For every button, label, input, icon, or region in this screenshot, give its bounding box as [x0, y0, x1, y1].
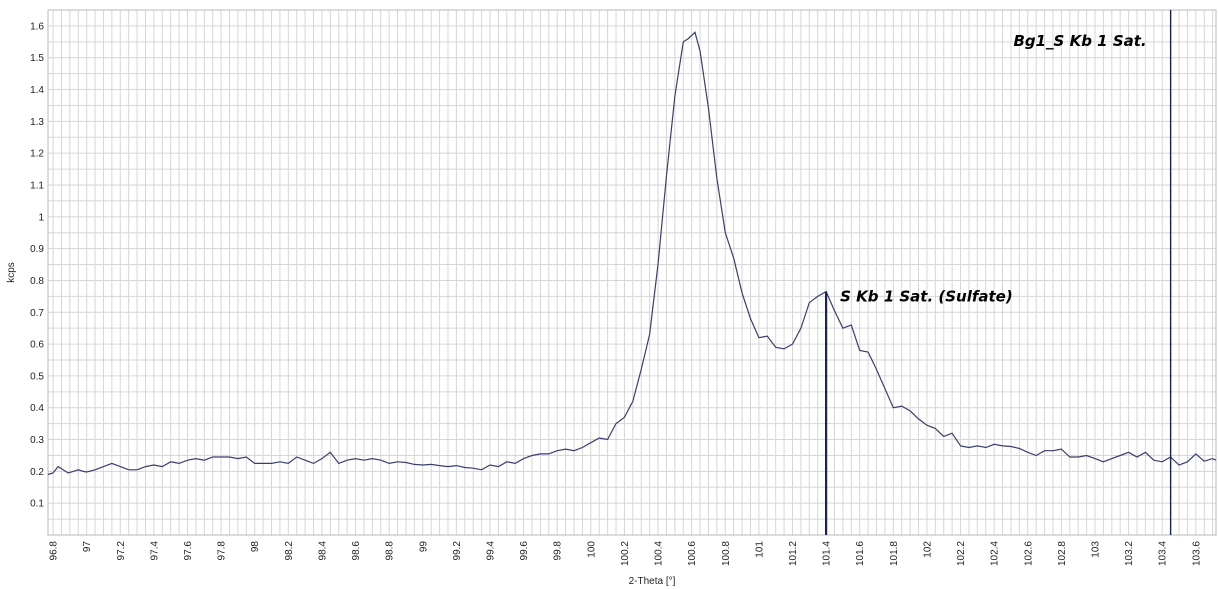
y-tick-label: 1.6: [30, 21, 44, 32]
x-tick-label: 101.4: [822, 541, 833, 566]
peak-markers: S Kb 1 Sat. (Sulfate) Bg1_S Kb 1 Sat.: [825, 10, 1172, 535]
plot-frame: [47, 9, 1217, 536]
x-axis-label: 2-Theta [°]: [629, 576, 676, 587]
x-tick-label: 97.2: [116, 541, 127, 561]
y-tick-label: 1.5: [30, 53, 44, 64]
x-tick-label: 103.6: [1191, 541, 1202, 566]
y-tick-label: 0.3: [30, 435, 44, 446]
y-axis-ticks: 0.1 0.2 0.3 0.4 0.5 0.6 0.7 0.8 0.9 1 1.1 1.2 1.3 1.4…: [30, 21, 44, 509]
peak-marker-label: S Kb 1 Sat. (Sulfate): [840, 288, 1013, 306]
x-tick-label: 97.8: [217, 541, 228, 561]
x-tick-label: 98.8: [385, 541, 396, 561]
y-tick-label: 0.6: [30, 340, 44, 351]
x-tick-label: 102.6: [1023, 541, 1034, 566]
x-tick-label: 99.2: [452, 541, 463, 561]
x-tick-label: 98.4: [317, 541, 328, 561]
x-tick-label: 98: [250, 541, 261, 553]
x-tick-label: 100.2: [620, 541, 631, 566]
x-tick-label: 102.4: [990, 541, 1001, 566]
x-tick-label: 98.6: [351, 541, 362, 561]
y-tick-label: 0.4: [30, 403, 44, 414]
x-axis-ticks: 96.8 97 97.2 97.4 97.6 97.8 98 98.2 98.4 98.6 98.8…: [49, 541, 1203, 566]
x-tick-label: 100.8: [721, 541, 732, 566]
x-tick-label: 103: [1090, 541, 1101, 558]
x-tick-label: 99: [418, 541, 429, 553]
x-tick-label: 100.4: [654, 541, 665, 566]
x-tick-label: 101: [754, 541, 765, 558]
x-tick-label: 100: [586, 541, 597, 558]
y-tick-label: 0.2: [30, 467, 44, 478]
x-tick-label: 102.2: [956, 541, 967, 566]
y-tick-label: 1.4: [30, 85, 44, 96]
peak-marker-label: Bg1_S Kb 1 Sat.: [1013, 32, 1146, 50]
x-tick-label: 103.4: [1158, 541, 1169, 566]
series-line: [47, 31, 1217, 476]
x-tick-label: 101.2: [788, 541, 799, 566]
x-tick-label: 96.8: [49, 541, 60, 561]
x-tick-label: 102: [922, 541, 933, 558]
y-tick-label: 0.8: [30, 276, 44, 287]
x-tick-label: 101.8: [889, 541, 900, 566]
x-tick-label: 97.4: [149, 541, 160, 561]
x-tick-label: 103.2: [1124, 541, 1135, 566]
x-tick-label: 101.6: [855, 541, 866, 566]
x-tick-label: 98.2: [284, 541, 295, 561]
x-tick-label: 99.6: [519, 541, 530, 561]
x-tick-label: 100.6: [687, 541, 698, 566]
y-tick-label: 1.3: [30, 117, 44, 128]
y-tick-label: 0.5: [30, 371, 44, 382]
y-tick-label: 1.1: [30, 181, 44, 192]
y-tick-label: 0.9: [30, 244, 44, 255]
x-tick-label: 97.6: [183, 541, 194, 561]
x-tick-label: 97: [82, 541, 93, 553]
y-tick-label: 1.2: [30, 149, 44, 160]
y-tick-label: 0.1: [30, 499, 44, 510]
x-tick-label: 99.4: [485, 541, 496, 561]
x-tick-label: 102.8: [1057, 541, 1068, 566]
y-axis-label: kcps: [6, 262, 17, 283]
grid-lines: [48, 9, 1216, 535]
y-tick-label: 0.7: [30, 308, 44, 319]
x-tick-label: 99.8: [553, 541, 564, 561]
y-tick-label: 1: [38, 212, 44, 223]
